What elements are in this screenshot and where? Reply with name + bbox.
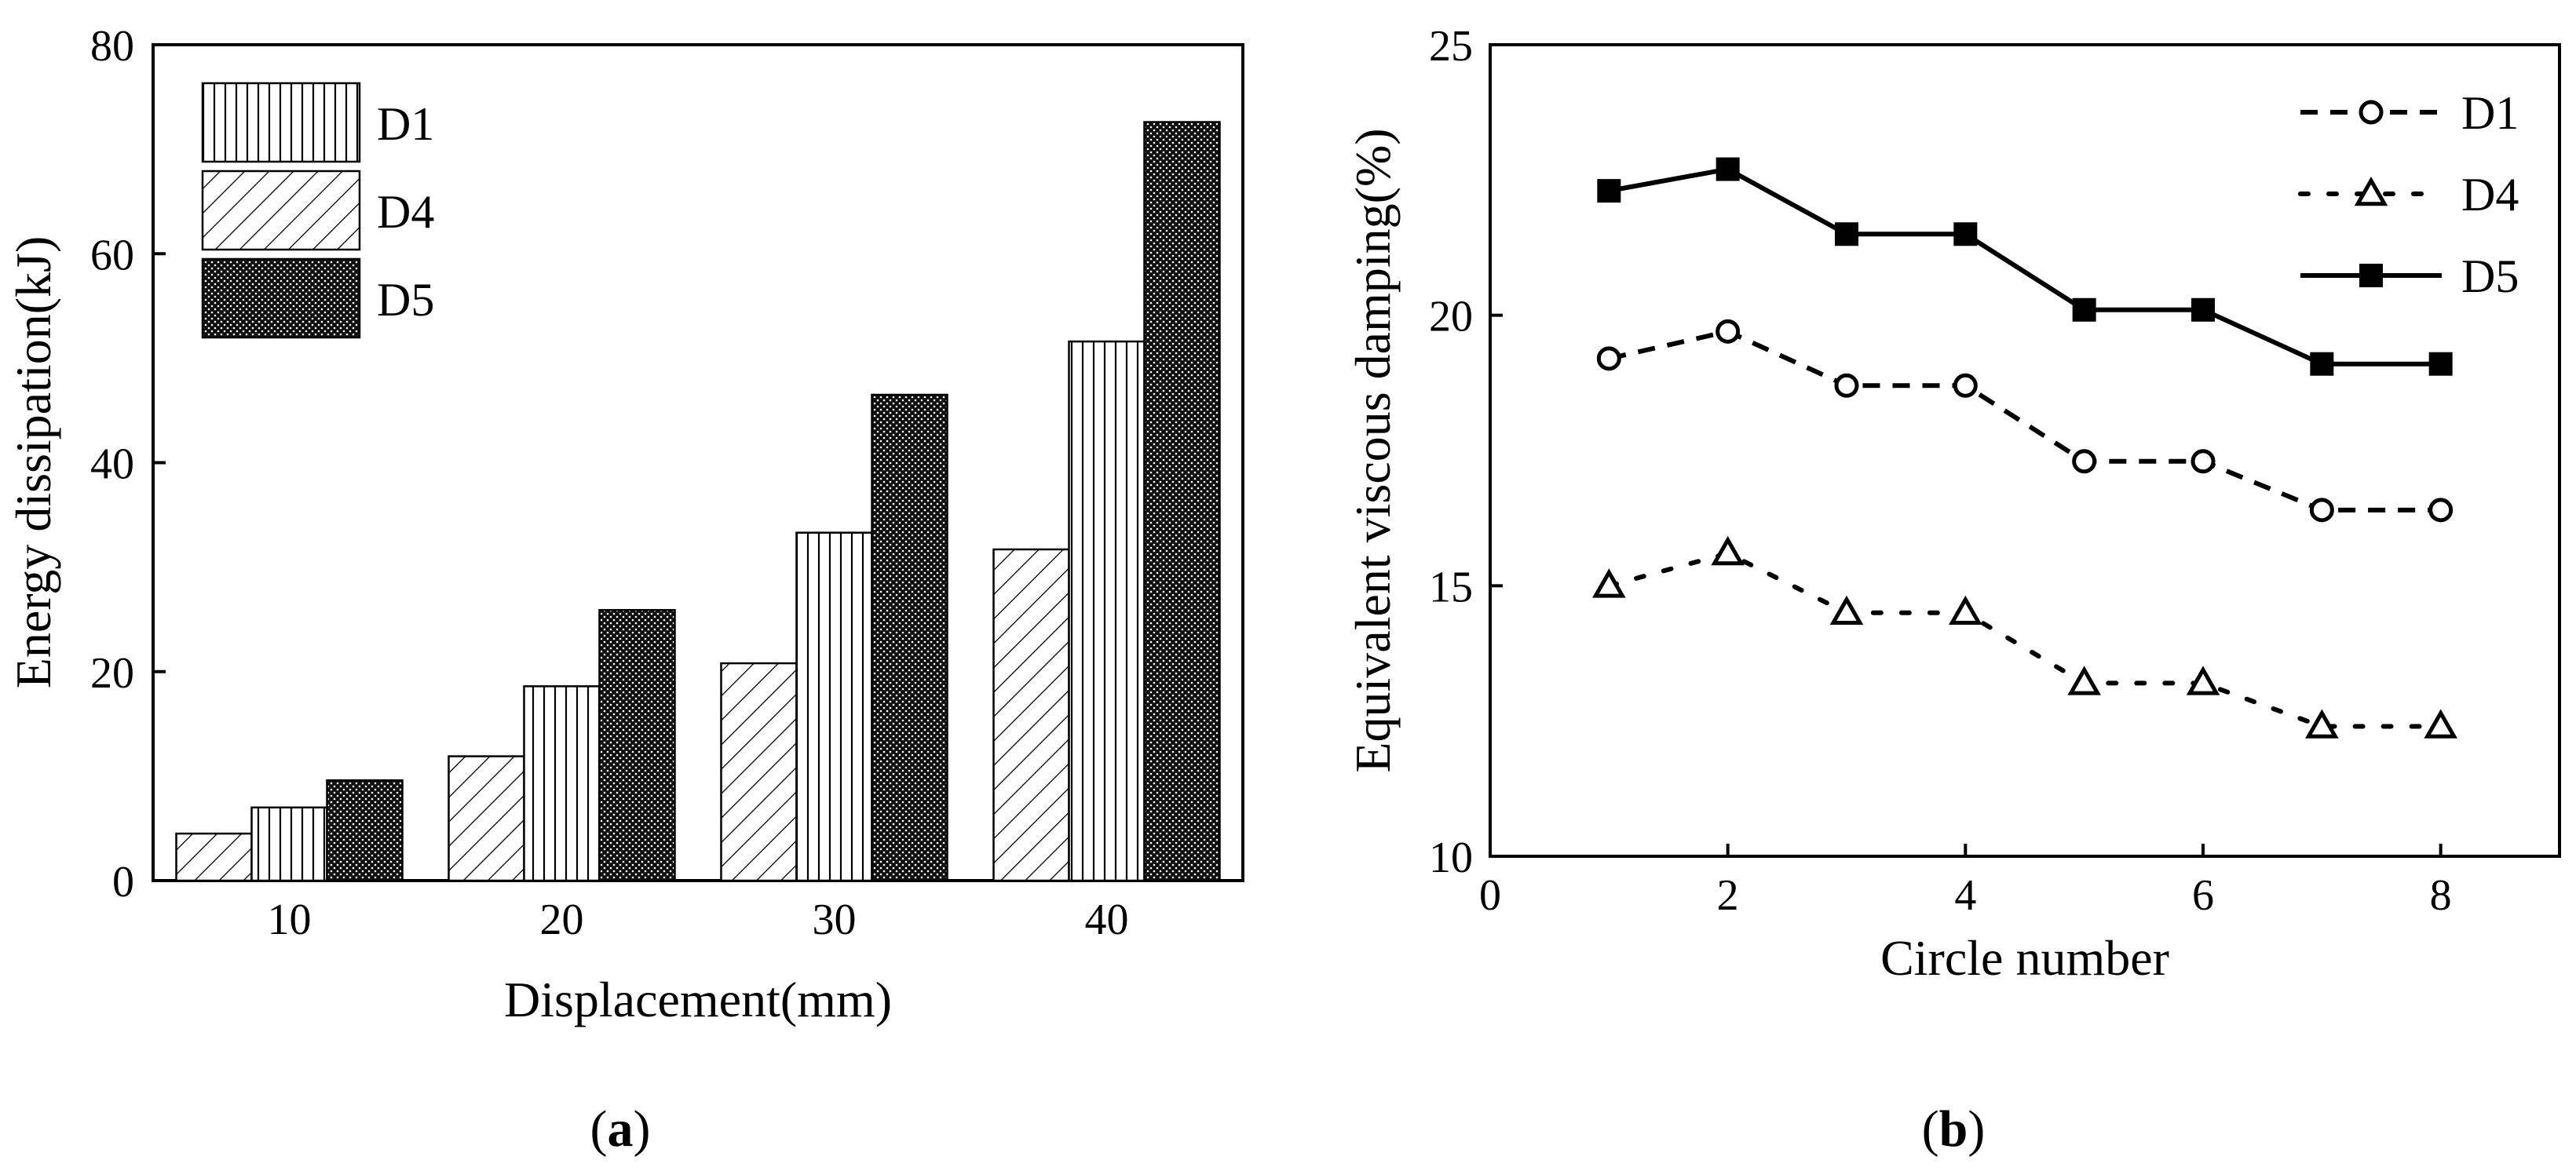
series-d1	[1596, 319, 2454, 523]
legend-entry-d4: D4	[2298, 169, 2519, 221]
legend-label-d4: D4	[377, 186, 434, 238]
point-d5-7	[2310, 352, 2334, 376]
legend-marker-d4	[2354, 176, 2388, 206]
panel-a-caption: (a)	[590, 1100, 651, 1158]
point-d1-6	[2191, 449, 2216, 474]
panel-a-x-tick-label: 20	[540, 896, 584, 944]
legend-swatch-d1	[201, 82, 361, 163]
point-d1-1	[1596, 346, 1621, 371]
legend-label-d4: D4	[2461, 169, 2519, 221]
series-d5	[1597, 157, 2453, 376]
panel-b-y-tick-label: 25	[1429, 22, 1473, 71]
bar-d5-20	[598, 608, 676, 882]
bar-d4-10	[175, 832, 253, 882]
bar-d1-20	[523, 685, 601, 882]
bar-d1-10	[250, 806, 328, 882]
series-line-d4	[1606, 550, 2443, 729]
legend-label-d5: D5	[2461, 250, 2519, 302]
point-d4-5	[2067, 666, 2101, 695]
point-d1-3	[1834, 373, 1859, 398]
panel-b-x-tick-label: 2	[1717, 871, 1739, 920]
point-d5-6	[2191, 297, 2215, 322]
point-d5-2	[1716, 157, 1740, 181]
panel-a-y-ticks: 0 20 40 60 80	[90, 22, 166, 907]
bar-d5-30	[871, 393, 948, 882]
panel-a-y-tick-label: 0	[112, 858, 134, 907]
point-d1-8	[2428, 498, 2454, 523]
legend-label-d1: D1	[377, 98, 434, 150]
point-d5-5	[2072, 297, 2096, 322]
point-d5-4	[1953, 222, 1978, 246]
panel-a-y-tick-label: 60	[90, 231, 134, 279]
panel-b-y-tick-label: 15	[1429, 563, 1473, 611]
panel-b-x-tick-label: 4	[1954, 871, 1976, 920]
panel-b-y-ticks: 10 15 20 25	[1429, 22, 1503, 882]
panel-a-y-tick-label: 80	[90, 22, 134, 71]
point-d4-6	[2186, 666, 2220, 695]
point-d5-1	[1597, 179, 1621, 203]
point-d4-3	[1829, 595, 1864, 626]
point-d4-2	[1711, 535, 1745, 566]
panel-b-x-tick-label: 6	[2192, 871, 2214, 920]
panel-a-bar-chart: 0 20 40 60 80 10 20 30 40 D1 D4 D5 Displacement(m…	[5, 22, 1244, 1158]
legend-entry-d1: D1	[2300, 87, 2519, 139]
panel-a-y-tick-label: 20	[90, 649, 134, 698]
point-d1-7	[2309, 498, 2334, 523]
point-d1-2	[1716, 319, 1741, 344]
panel-b-x-axis-label: Circle number	[1880, 930, 2169, 986]
panel-a-bars	[175, 121, 1221, 882]
series-d4	[1592, 535, 2457, 739]
panel-b-legend: D1 D4 D5	[2298, 87, 2519, 302]
panel-b-caption: (b)	[1922, 1100, 1986, 1158]
series-line-d5	[1608, 166, 2441, 367]
legend-label-d5: D5	[377, 274, 434, 326]
point-d5-3	[1835, 222, 1858, 246]
legend-swatch-d5	[201, 257, 361, 339]
bar-d5-10	[326, 779, 404, 882]
panel-b-y-axis-label: Equivalent viscous damping(%)	[1345, 128, 1401, 772]
panel-b-series	[1592, 157, 2457, 739]
bar-d5-40	[1143, 121, 1221, 882]
panel-a-x-tick-label: 30	[813, 896, 857, 944]
bar-d4-20	[448, 755, 525, 882]
panel-a-y-tick-label: 40	[90, 440, 134, 489]
point-d4-8	[2424, 709, 2457, 739]
panel-b-y-tick-label: 10	[1429, 834, 1473, 882]
bar-d1-30	[795, 531, 873, 882]
panel-a-x-ticks: 10 20 30 40	[268, 868, 1129, 944]
panel-a-x-tick-label: 10	[268, 896, 312, 944]
panel-b-x-ticks: 0 2 4 6 8	[1479, 844, 2452, 920]
bar-d4-40	[992, 548, 1070, 882]
point-d4-4	[1949, 595, 1982, 626]
panel-a-y-axis-label: Energy dissipation(kJ)	[5, 236, 61, 689]
legend-entry-d5: D5	[2300, 250, 2519, 302]
point-d5-8	[2428, 352, 2453, 376]
point-d1-4	[1953, 373, 1978, 398]
legend-swatch-d4	[201, 170, 361, 251]
panel-a-legend: D1 D4 D5	[201, 82, 434, 339]
point-d4-7	[2305, 709, 2339, 739]
point-d1-5	[2072, 449, 2097, 474]
legend-label-d1: D1	[2461, 87, 2519, 139]
bar-d1-40	[1068, 340, 1145, 882]
panel-b-y-tick-label: 20	[1429, 293, 1473, 341]
panel-a-x-tick-label: 40	[1085, 896, 1129, 944]
legend-marker-d1	[2359, 100, 2384, 125]
point-d4-1	[1592, 568, 1626, 598]
panel-b-line-chart: 10 15 20 25 0 2 4 6 8 D1 D4 D5 Circle number Equi…	[1345, 22, 2561, 1158]
panel-b-x-tick-label: 0	[1479, 871, 1501, 920]
panel-a-x-axis-label: Displacement(mm)	[504, 972, 892, 1027]
bar-d4-30	[720, 662, 798, 882]
panel-b-x-tick-label: 8	[2430, 871, 2452, 920]
legend-marker-d5	[2359, 264, 2383, 287]
panel-b-plot-frame	[1489, 43, 2561, 858]
